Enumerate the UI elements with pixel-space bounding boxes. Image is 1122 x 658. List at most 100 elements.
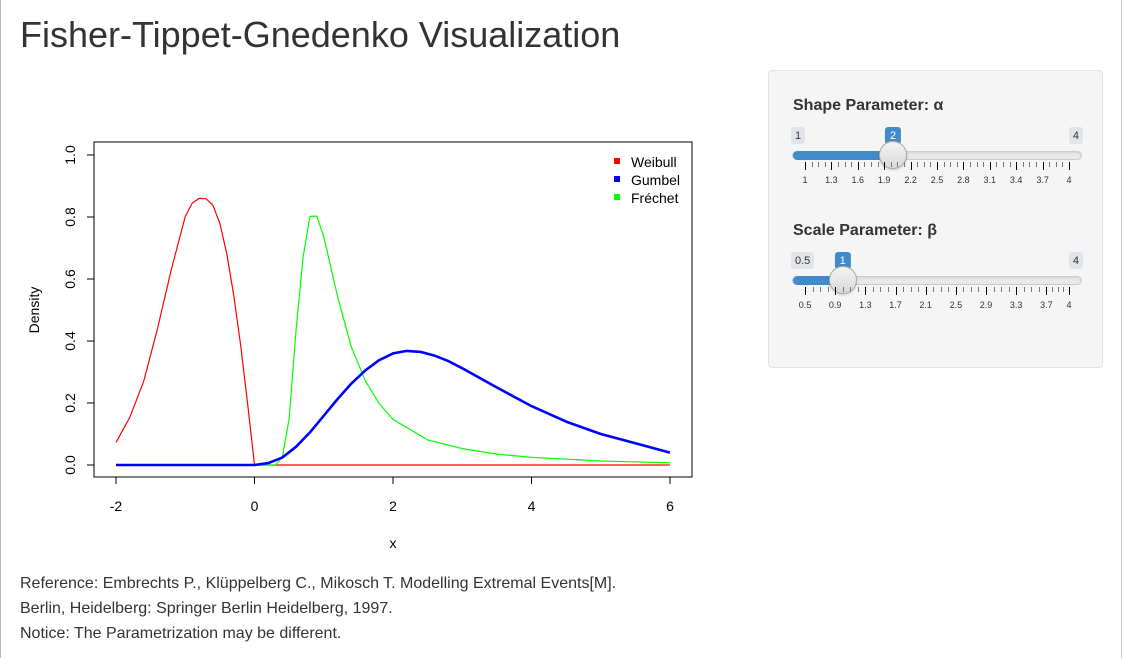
slider-grid-tick (989, 162, 991, 170)
slider-grid-minor-tick (864, 162, 866, 167)
slider-grid-minor-tick (970, 162, 971, 167)
legend-swatch (614, 158, 620, 164)
slider-grid-minor-tick (811, 162, 813, 167)
slider-grid-label: 3.3 (1009, 300, 1023, 310)
legend-label: Fréchet (631, 190, 679, 206)
slider-grid-minor-tick (1022, 162, 1024, 167)
slider-grid-label: 2.8 (957, 175, 970, 185)
shape-parameter-slider[interactable]: 1 4 2 1 1.3 1.6 1.9 2.2 2.5 2.8 3.1 3.4 3.7 4 (791, 127, 1083, 197)
slider-grid-tick (805, 162, 806, 170)
slider-grid-minor-tick (963, 287, 965, 292)
y-axis-label: Density (26, 287, 42, 334)
slider-grid-tick (1069, 162, 1070, 170)
slider-grid-minor-tick (956, 162, 958, 167)
slider-grid-label: 1.3 (859, 300, 872, 310)
y-tick-label: 0.8 (62, 207, 78, 227)
slider-grid-minor-tick (1008, 287, 1010, 292)
slider-grid-minor-tick (1052, 287, 1054, 292)
slider-grid-tick (925, 287, 927, 295)
slider-grid-label: 4 (1066, 175, 1072, 185)
slider-grid-minor-tick (850, 287, 852, 292)
legend-label: Gumbel (631, 172, 680, 188)
slider-grid: 1 1.3 1.6 1.9 2.2 2.5 2.8 3.1 3.4 3.7 4 (791, 162, 1083, 192)
slider-grid-tick (895, 287, 897, 295)
slider-max-label: 4 (1068, 252, 1083, 269)
slider-grid-minor-tick (1063, 287, 1065, 292)
slider-grid-minor-tick (904, 162, 905, 167)
slider-grid-tick (884, 162, 886, 170)
slider-grid-label: 1.9 (877, 175, 891, 185)
slider-grid-tick (1069, 287, 1070, 295)
legend: Weibull Gumbel Fréchet (614, 154, 680, 206)
slider-grid-minor-tick (930, 162, 932, 167)
slider-grid-minor-tick (887, 287, 889, 292)
slider-max-label: 4 (1068, 127, 1083, 144)
slider-handle[interactable] (879, 141, 907, 169)
slider-grid-minor-tick (827, 287, 829, 292)
x-tick-label: 2 (389, 498, 397, 514)
slider-grid-minor-tick (940, 287, 942, 292)
parameter-panel: Shape Parameter: α 1 4 2 1 1.3 1.6 1.9 2.2 2.… (768, 70, 1103, 368)
slider-grid-minor-tick (923, 162, 925, 167)
slider-grid-minor-tick (824, 162, 826, 167)
slider-fill (793, 276, 844, 285)
reference-line-2: Berlin, Heidelberg: Springer Berlin Heid… (20, 600, 393, 617)
slider-grid-minor-tick (993, 287, 995, 292)
slider-grid-tick (955, 287, 957, 295)
slider-grid-tick (1016, 287, 1018, 295)
shape-parameter-label: Shape Parameter: α (793, 97, 944, 114)
slider-grid-minor-tick (880, 287, 882, 292)
slider-grid-minor-tick (1036, 162, 1037, 167)
series-line-gumbel (116, 349, 671, 467)
slider-grid-label: 1.6 (851, 175, 865, 185)
slider-grid-minor-tick (950, 162, 952, 167)
slider-grid-minor-tick (820, 287, 822, 292)
slider-grid-label: 3.7 (1040, 300, 1053, 310)
reference-line-3: Notice: The Parametrization may be diffe… (20, 625, 342, 642)
slider-track[interactable] (792, 276, 1082, 285)
slider-grid-label: 1.7 (889, 300, 902, 310)
slider-grid-label: 2.5 (949, 300, 963, 310)
slider-grid-label: 1.3 (825, 175, 838, 185)
slider-grid-label: 1 (802, 175, 808, 185)
slider-grid-minor-tick (1049, 162, 1051, 167)
slider-grid-tick (835, 287, 837, 295)
series-line-frchet (116, 215, 671, 466)
slider-grid-minor-tick (970, 287, 972, 292)
slider-grid-minor-tick (818, 162, 820, 167)
slider-grid-minor-tick (812, 287, 814, 292)
slider-grid-minor-tick (903, 287, 905, 292)
slider-grid-tick (986, 287, 988, 295)
legend-swatch (614, 194, 620, 200)
x-tick-label: 6 (666, 498, 674, 514)
slider-grid-minor-tick (917, 162, 919, 167)
slider-grid-minor-tick (978, 287, 980, 292)
slider-grid-tick (857, 162, 859, 170)
slider-grid-minor-tick (983, 162, 985, 167)
slider-grid-tick (865, 287, 867, 295)
slider-grid-tick (1046, 287, 1048, 295)
slider-grid-label: 2.9 (979, 300, 993, 310)
slider-grid-label: 3.7 (1036, 175, 1049, 185)
slider-grid-minor-tick (976, 162, 978, 167)
scale-parameter-label: Scale Parameter: β (793, 222, 938, 239)
reference-line-1: Reference: Embrechts P., Klüppelberg C.,… (20, 575, 617, 592)
slider-track[interactable] (792, 151, 1082, 160)
slider-grid-minor-tick (857, 287, 859, 292)
x-axis: -2 0 2 4 6 (110, 476, 674, 514)
slider-grid-tick (963, 162, 965, 170)
scale-parameter-slider[interactable]: 0.5 4 1 0.5 0.9 1.3 1.7 2.1 2.5 2.9 3.3 3.7 4 (791, 252, 1083, 322)
series-line-weibull (115, 197, 670, 466)
slider-grid-minor-tick (872, 287, 874, 292)
x-axis-label: x (390, 535, 397, 551)
slider-grid-minor-tick (838, 162, 839, 167)
slider-grid-tick (1042, 162, 1044, 170)
slider-grid-tick (1016, 162, 1018, 170)
page-title: Fisher-Tippet-Gnedenko Visualization (20, 14, 621, 55)
x-tick-label: 0 (251, 498, 259, 514)
slider-min-label: 1 (791, 127, 806, 144)
slider-grid-tick (910, 162, 912, 170)
slider-grid: 0.5 0.9 1.3 1.7 2.1 2.5 2.9 3.3 3.7 4 (791, 287, 1083, 317)
slider-grid-minor-tick (844, 162, 846, 167)
x-tick-label: -2 (110, 498, 123, 514)
